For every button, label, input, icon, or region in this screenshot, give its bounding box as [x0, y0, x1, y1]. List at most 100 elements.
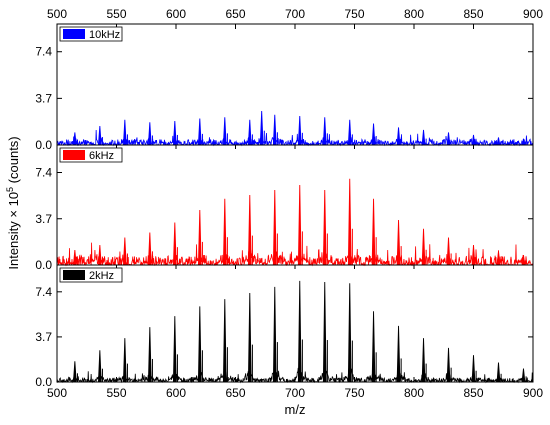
- y-tick-label-2kHz-1: 3.7: [35, 330, 52, 344]
- x-tick-label-top-1: 550: [106, 7, 126, 21]
- peak-2kHz-12: [371, 311, 376, 383]
- y-tick-label-6kHz-1: 3.7: [35, 212, 52, 226]
- y-axis-title-prefix: Intensity × 10: [6, 192, 21, 270]
- axes-layer: [56, 23, 534, 383]
- peak-10kHz-6: [222, 117, 227, 146]
- legend-swatch-2kHz: [63, 270, 85, 280]
- peak-10kHz-14: [396, 127, 401, 146]
- peak-10kHz-1: [97, 126, 102, 146]
- peak-10kHz-5: [197, 118, 202, 146]
- series-6kHz: [56, 178, 533, 267]
- labels-layer: 0.0 3.7 7.4 10kHz 0.0 3.7 7.4 6kHz 0.0 3.7 7.4 2kHz…: [5, 7, 543, 417]
- peak-10kHz-4: [172, 121, 177, 146]
- peak-2kHz-7: [247, 293, 252, 383]
- legend-label-2kHz: 2kHz: [89, 270, 114, 282]
- peak-6kHz-5: [197, 209, 202, 266]
- peak-6kHz-11: [347, 178, 352, 266]
- x-tick-label-top-3: 650: [225, 7, 245, 21]
- peak-6kHz-14: [421, 228, 426, 266]
- x-tick-label-bottom-7: 850: [463, 386, 483, 400]
- series-noise-6kHz: [56, 241, 533, 267]
- peak-2kHz-8: [272, 286, 277, 383]
- peak-10kHz-17: [471, 134, 476, 146]
- y-tick-label-10kHz-0: 0.0: [35, 138, 52, 152]
- x-tick-label-bottom-0: 500: [47, 386, 67, 400]
- x-tick-label-top-2: 600: [166, 7, 186, 21]
- x-tick-label-bottom-1: 550: [106, 386, 126, 400]
- peak-2kHz-11: [347, 283, 352, 383]
- peak-10kHz-8: [259, 110, 264, 146]
- peak-10kHz-15: [421, 129, 426, 146]
- y-axis-title-suffix: (counts): [6, 136, 21, 187]
- peak-6kHz-9: [297, 184, 302, 266]
- peak-6kHz-13: [396, 219, 401, 266]
- peak-10kHz-12: [347, 119, 352, 146]
- y-tick-label-10kHz-1: 3.7: [35, 91, 52, 105]
- plot-layer: [56, 110, 534, 384]
- peak-10kHz-13: [371, 123, 376, 146]
- peak-6kHz-4: [172, 222, 177, 266]
- y-axis-title-exponent: 5: [5, 187, 15, 192]
- peak-2kHz-1: [97, 350, 102, 383]
- y-tick-label-6kHz-2: 7.4: [35, 166, 52, 180]
- peak-6kHz-3: [147, 232, 152, 266]
- legend-swatch-10kHz: [63, 29, 85, 39]
- peak-10kHz-2: [122, 119, 127, 146]
- peak-6kHz-0: [73, 249, 77, 266]
- peak-10kHz-10: [297, 115, 302, 146]
- x-tick-label-top-5: 750: [344, 7, 364, 21]
- peak-2kHz-10: [322, 282, 327, 383]
- peak-2kHz-9: [297, 280, 302, 383]
- x-tick-label-bottom-3: 650: [225, 386, 245, 400]
- x-tick-label-top-8: 900: [523, 7, 543, 21]
- peak-6kHz-12: [371, 198, 376, 266]
- peak-6kHz-15: [446, 237, 451, 266]
- peak-6kHz-7: [247, 194, 252, 266]
- peak-2kHz-0: [73, 361, 77, 383]
- x-tick-label-top-6: 800: [404, 7, 424, 21]
- peak-2kHz-13: [396, 325, 401, 383]
- x-tick-label-bottom-6: 800: [404, 386, 424, 400]
- peak-6kHz-6: [222, 198, 227, 266]
- series-10kHz: [56, 110, 534, 147]
- peak-2kHz-17: [496, 362, 501, 383]
- series-noise-10kHz: [56, 129, 534, 147]
- legend-label-6kHz: 6kHz: [89, 150, 114, 162]
- x-tick-label-top-4: 700: [285, 7, 305, 21]
- peak-2kHz-14: [421, 338, 426, 383]
- x-tick-label-bottom-8: 900: [523, 386, 543, 400]
- peak-6kHz-1: [97, 244, 102, 266]
- x-tick-label-bottom-2: 600: [166, 386, 186, 400]
- peak-10kHz-9: [272, 114, 277, 146]
- peak-10kHz-3: [147, 122, 152, 146]
- peak-6kHz-10: [322, 189, 327, 266]
- peak-2kHz-18: [521, 368, 526, 383]
- x-axis-title: m/z: [285, 402, 306, 417]
- y-tick-label-2kHz-0: 0.0: [35, 375, 52, 389]
- peak-10kHz-11: [322, 117, 327, 146]
- peak-6kHz-16: [471, 244, 476, 266]
- peak-6kHz-8: [272, 189, 277, 266]
- peak-6kHz-18: [521, 254, 526, 266]
- legend-swatch-6kHz: [63, 150, 85, 160]
- y-tick-label-10kHz-2: 7.4: [35, 45, 52, 59]
- peak-6kHz-2: [122, 237, 127, 266]
- x-tick-label-bottom-5: 750: [344, 386, 364, 400]
- y-tick-label-2kHz-2: 7.4: [35, 285, 52, 299]
- peak-10kHz-16: [446, 132, 451, 146]
- peak-6kHz-17: [496, 251, 501, 266]
- peak-2kHz-16: [471, 355, 476, 383]
- x-tick-label-bottom-4: 700: [285, 386, 305, 400]
- peak-10kHz-18: [496, 137, 501, 146]
- peak-2kHz-4: [172, 316, 177, 383]
- legend-label-10kHz: 10kHz: [89, 29, 120, 41]
- y-axis-title: Intensity × 105 (counts): [5, 136, 21, 269]
- x-tick-label-top-0: 500: [47, 7, 67, 21]
- peak-2kHz-6: [222, 299, 227, 383]
- peak-2kHz-2: [122, 338, 127, 383]
- peak-2kHz-15: [446, 347, 451, 383]
- peak-10kHz-19: [521, 138, 526, 146]
- y-tick-label-6kHz-0: 0.0: [35, 258, 52, 272]
- peak-2kHz-5: [197, 306, 202, 383]
